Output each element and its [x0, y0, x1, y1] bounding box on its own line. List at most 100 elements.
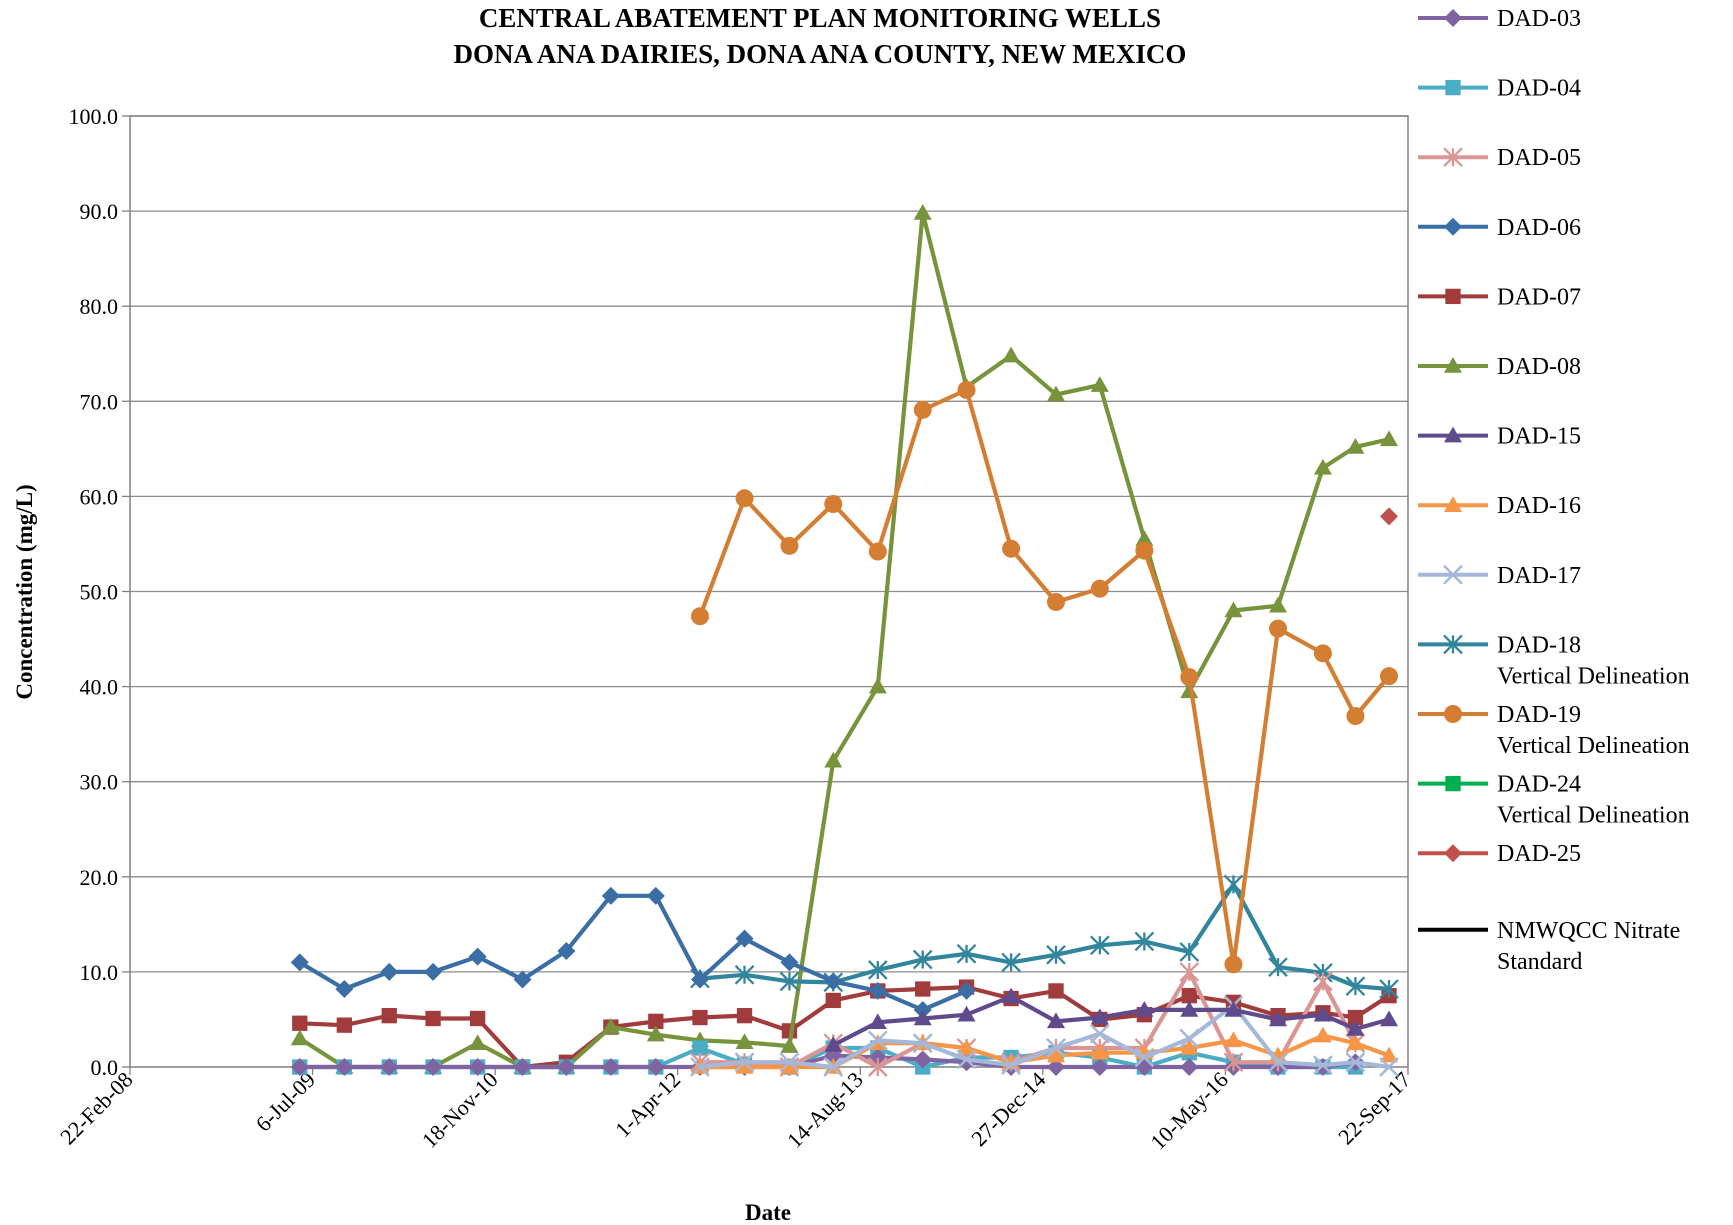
data-point	[868, 1013, 887, 1030]
series-dad-06	[290, 886, 976, 1019]
data-point	[824, 1036, 843, 1052]
y-axis-title: Concentration (mg/L)	[12, 484, 37, 699]
y-tick-label: 0.0	[91, 1055, 119, 1080]
data-point	[1090, 579, 1109, 598]
data-point	[957, 1005, 976, 1022]
legend-marker	[1444, 496, 1462, 512]
data-point	[468, 1034, 487, 1050]
data-point	[824, 495, 843, 514]
data-point	[1269, 619, 1288, 638]
data-point	[646, 886, 665, 905]
data-point	[425, 1010, 441, 1027]
data-point	[469, 1010, 486, 1027]
y-tick-label: 90.0	[80, 199, 119, 224]
data-point	[1380, 507, 1399, 526]
data-point	[1047, 1058, 1066, 1076]
data-point	[1046, 944, 1066, 965]
data-point	[290, 1058, 309, 1076]
series-line	[297, 210, 1392, 1070]
chart-title-line-2: DONA ANA DAIRIES, DONA ANA COUNTY, NEW M…	[454, 39, 1187, 69]
data-point	[824, 751, 843, 768]
data-point	[1313, 971, 1333, 992]
data-point	[335, 980, 354, 999]
legend-item-dad-15: DAD-15	[1418, 424, 1581, 450]
data-point	[1224, 955, 1243, 974]
data-point	[1380, 1046, 1399, 1063]
legend-label: DAD-07	[1497, 284, 1581, 310]
data-point	[913, 204, 932, 220]
data-point	[424, 1058, 443, 1076]
data-point	[1180, 668, 1199, 687]
series-dad-15	[824, 987, 1399, 1052]
data-point	[1313, 644, 1332, 663]
data-point	[1001, 1055, 1021, 1075]
legend-label: Vertical Delineation	[1497, 733, 1690, 759]
legend-item-dad-06: DAD-06	[1418, 215, 1581, 241]
data-point	[381, 1007, 397, 1024]
y-tick-label: 10.0	[80, 960, 119, 985]
data-point	[648, 1013, 664, 1030]
legend-label: DAD-03	[1497, 6, 1581, 32]
legend-marker	[1443, 147, 1463, 168]
data-point	[956, 1049, 977, 1070]
legend-item-dad-25: DAD-25	[1418, 841, 1581, 867]
legend-marker	[1445, 775, 1461, 792]
data-point	[1223, 874, 1244, 895]
data-point	[692, 1009, 708, 1026]
data-point	[736, 1007, 753, 1024]
data-point	[780, 1037, 799, 1053]
y-axis: 0.0 10.0 20.0 30.0 40.0 50.0 60.0 70.0 80.0 90.0 1…	[69, 104, 130, 1080]
legend-label: NMWQCC Nitrate	[1497, 918, 1680, 944]
data-point	[1046, 1038, 1066, 1058]
legend-label: DAD-17	[1497, 563, 1581, 589]
data-point	[1313, 1055, 1333, 1075]
data-point	[290, 1029, 309, 1046]
data-point	[1047, 592, 1066, 611]
data-point	[1346, 707, 1365, 726]
data-point	[424, 962, 443, 981]
legend-item-dad-17: DAD-17	[1418, 563, 1581, 589]
data-point	[1090, 935, 1110, 956]
data-point	[780, 536, 799, 555]
legend-label: DAD-08	[1497, 354, 1581, 380]
legend-item-nmwqcc-nitrate: NMWQCC Nitrate Standard	[1418, 918, 1680, 975]
legend-item-dad-07: DAD-07	[1418, 284, 1581, 310]
data-point	[734, 1052, 755, 1073]
y-tick-label: 100.0	[69, 104, 119, 129]
data-point	[1345, 1052, 1366, 1073]
series-dad-17	[690, 995, 1399, 1077]
data-point	[690, 970, 709, 989]
data-point	[1224, 1031, 1243, 1048]
series-line	[831, 994, 1392, 1048]
data-point	[780, 1058, 799, 1074]
data-point	[1090, 376, 1109, 392]
y-tick-label: 70.0	[80, 389, 119, 414]
data-point	[1223, 1052, 1244, 1073]
legend-marker	[1443, 564, 1463, 585]
data-point	[734, 964, 755, 985]
data-point	[1135, 541, 1154, 560]
y-tick-label: 40.0	[80, 675, 119, 700]
data-point	[1048, 983, 1064, 999]
data-point	[1380, 667, 1399, 686]
data-point	[513, 1058, 532, 1076]
data-point	[1090, 1058, 1109, 1076]
data-point	[646, 1025, 665, 1042]
legend-label: DAD-25	[1497, 841, 1581, 867]
legend-label: DAD-15	[1497, 424, 1581, 450]
data-point	[601, 1058, 620, 1076]
data-point	[1379, 1057, 1399, 1077]
data-point	[735, 1058, 754, 1074]
data-point	[868, 677, 887, 694]
legend-marker	[1444, 9, 1462, 27]
data-point	[690, 607, 709, 626]
data-point	[1313, 1005, 1332, 1022]
legend-label: DAD-19	[1497, 702, 1581, 728]
legend-label: Vertical Delineation	[1497, 663, 1690, 689]
y-tick-label: 20.0	[80, 865, 119, 890]
data-point	[468, 947, 487, 966]
data-point	[913, 400, 932, 419]
data-point	[513, 970, 532, 989]
data-point	[1002, 539, 1021, 558]
series-dad-19	[690, 380, 1399, 974]
